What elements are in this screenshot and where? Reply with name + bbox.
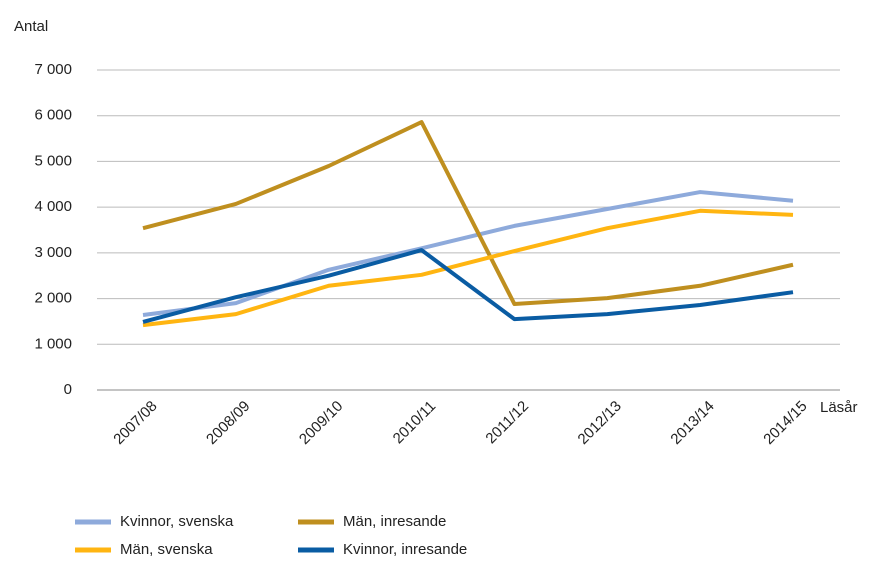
x-axis-title: Läsår: [820, 399, 858, 416]
legend-label: Kvinnor, svenska: [120, 513, 234, 530]
y-tick-label: 4 000: [34, 198, 72, 215]
x-tick-label: 2009/10: [296, 398, 346, 448]
legend-label: Kvinnor, inresande: [343, 541, 467, 558]
y-tick-label: 0: [64, 381, 72, 398]
x-tick-label: 2014/15: [760, 398, 810, 448]
x-tick-label: 2012/13: [575, 398, 625, 448]
series-line: [142, 190, 794, 318]
series-line: [142, 248, 794, 324]
y-tick-label: 1 000: [34, 335, 72, 352]
y-axis-title: Antal: [14, 18, 48, 35]
y-tick-label: 7 000: [34, 61, 72, 78]
x-tick-label: 2010/11: [390, 398, 440, 448]
y-tick-label: 3 000: [34, 244, 72, 261]
legend-label: Män, svenska: [120, 541, 213, 558]
series-line: [142, 120, 794, 307]
y-tick-label: 5 000: [34, 152, 72, 169]
x-tick-label: 2011/12: [482, 398, 532, 448]
x-tick-label: 2008/09: [203, 398, 253, 448]
y-tick-label: 6 000: [34, 107, 72, 124]
y-tick-label: 2 000: [34, 290, 72, 307]
series-line: [142, 208, 794, 328]
x-tick-label: 2013/14: [667, 398, 717, 448]
legend-label: Män, inresande: [343, 513, 446, 530]
x-tick-label: 2007/08: [110, 398, 160, 448]
